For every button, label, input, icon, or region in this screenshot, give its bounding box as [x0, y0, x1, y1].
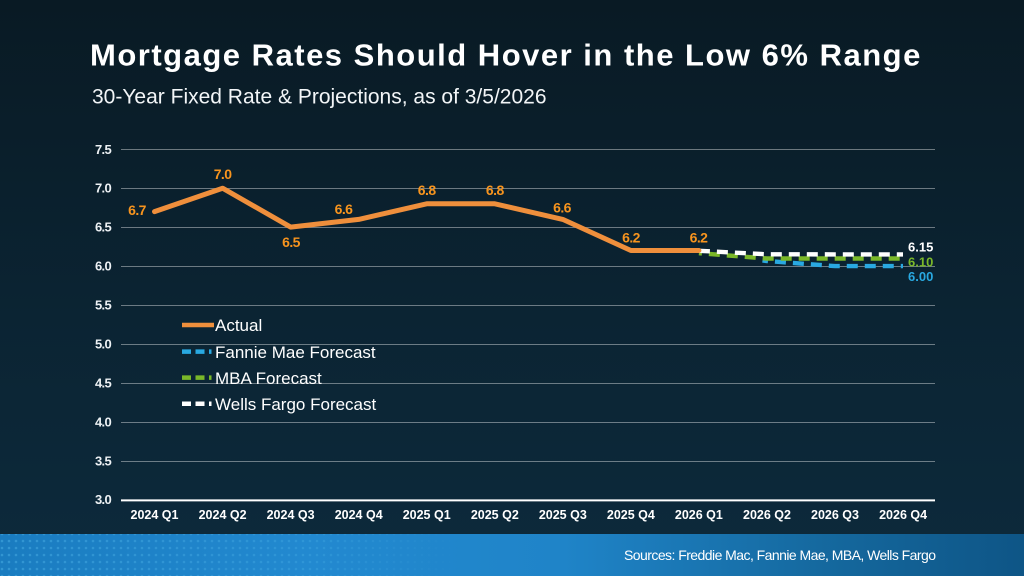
- svg-text:6.6: 6.6: [335, 201, 354, 217]
- svg-text:2024 Q2: 2024 Q2: [199, 508, 247, 522]
- svg-text:4.5: 4.5: [95, 375, 111, 390]
- svg-text:2025 Q3: 2025 Q3: [539, 508, 587, 522]
- svg-text:7.5: 7.5: [95, 142, 111, 157]
- svg-text:2025 Q2: 2025 Q2: [471, 508, 519, 522]
- svg-text:MBA Forecast: MBA Forecast: [215, 369, 322, 388]
- svg-text:6.5: 6.5: [282, 234, 301, 250]
- svg-text:6.0: 6.0: [95, 259, 111, 274]
- svg-text:6.5: 6.5: [95, 220, 111, 235]
- svg-text:Fannie Mae Forecast: Fannie Mae Forecast: [215, 343, 376, 362]
- svg-text:2026 Q2: 2026 Q2: [743, 508, 791, 522]
- svg-text:6.7: 6.7: [128, 202, 147, 218]
- svg-text:2026 Q4: 2026 Q4: [879, 508, 927, 522]
- svg-text:3.0: 3.0: [95, 492, 111, 507]
- svg-text:30-Year Fixed Rate & Projectio: 30-Year Fixed Rate & Projections, as of …: [92, 86, 547, 109]
- svg-text:6.8: 6.8: [486, 182, 505, 198]
- svg-text:Mortgage Rates Should Hover in: Mortgage Rates Should Hover in the Low 6…: [90, 38, 922, 73]
- svg-text:5.0: 5.0: [95, 336, 111, 351]
- svg-text:7.0: 7.0: [95, 181, 111, 196]
- svg-text:6.2: 6.2: [622, 230, 641, 246]
- svg-text:2024 Q3: 2024 Q3: [267, 508, 315, 522]
- svg-text:6.15: 6.15: [908, 240, 933, 255]
- svg-text:3.5: 3.5: [95, 453, 111, 468]
- svg-text:2024 Q1: 2024 Q1: [131, 508, 179, 522]
- svg-text:2025 Q4: 2025 Q4: [607, 508, 655, 522]
- svg-text:6.10: 6.10: [908, 254, 933, 269]
- svg-text:2025 Q1: 2025 Q1: [403, 508, 451, 522]
- svg-text:4.0: 4.0: [95, 414, 111, 429]
- svg-text:5.5: 5.5: [95, 298, 111, 313]
- svg-text:2026 Q1: 2026 Q1: [675, 508, 723, 522]
- svg-text:2026 Q3: 2026 Q3: [811, 508, 859, 522]
- svg-text:6.6: 6.6: [553, 200, 572, 216]
- svg-text:6.2: 6.2: [690, 230, 709, 246]
- svg-text:6.8: 6.8: [418, 182, 437, 198]
- svg-text:Wells Fargo Forecast: Wells Fargo Forecast: [215, 395, 377, 414]
- svg-text:Sources: Freddie Mac, Fannie M: Sources: Freddie Mac, Fannie Mae, MBA, W…: [624, 547, 936, 563]
- svg-text:2024 Q4: 2024 Q4: [335, 508, 383, 522]
- svg-text:6.00: 6.00: [908, 269, 933, 284]
- svg-text:7.0: 7.0: [214, 166, 233, 182]
- svg-text:Actual: Actual: [215, 316, 262, 335]
